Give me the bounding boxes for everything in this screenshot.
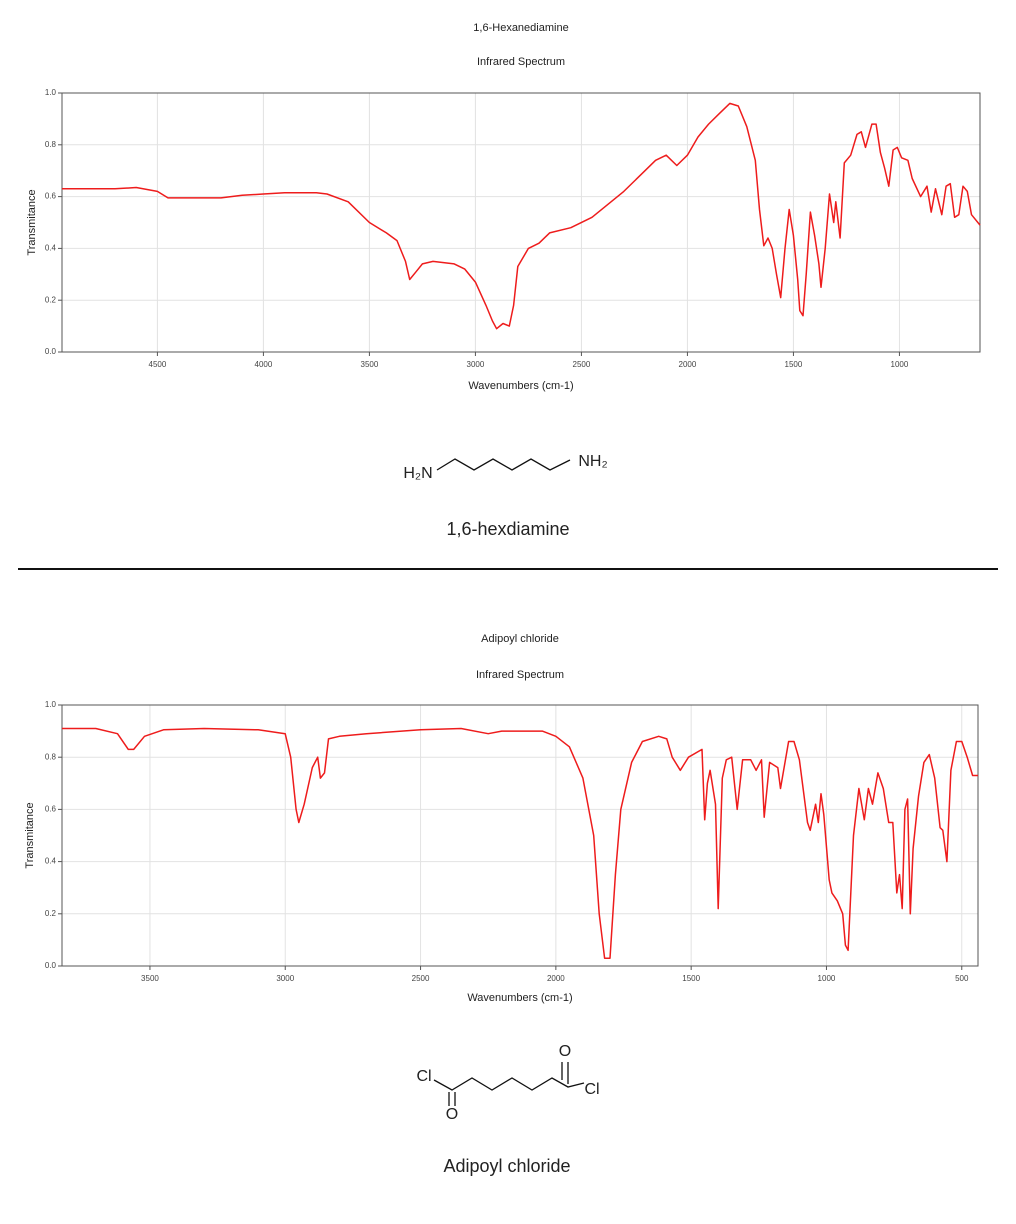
- adipoyl-skeleton: [433, 1077, 585, 1091]
- x-tick-label: 2000: [679, 360, 697, 369]
- x-tick-label: 4000: [255, 360, 273, 369]
- spectrum-line: [62, 102, 981, 330]
- x-tick-label: 2500: [412, 974, 430, 983]
- y-tick-label: 0.6: [45, 192, 57, 201]
- y-tick-label: 0.6: [45, 805, 57, 814]
- atom-label: O: [559, 1043, 571, 1060]
- y-tick-label: 0.8: [45, 752, 57, 761]
- x-axis-label: Wavenumbers (cm-1): [468, 380, 573, 392]
- atom-label: H₂N: [403, 465, 432, 482]
- x-tick-label: 1000: [818, 974, 836, 983]
- atom-label: Cl: [584, 1081, 599, 1098]
- y-tick-label: 0.8: [45, 140, 57, 149]
- compound-name: Adipoyl chloride: [443, 1156, 570, 1176]
- x-tick-label: 1000: [891, 360, 909, 369]
- x-tick-label: 3500: [141, 974, 159, 983]
- compound-name: 1,6-hexdiamine: [446, 519, 569, 539]
- y-axis-label: Transmitance: [24, 802, 36, 868]
- x-tick-label: 2500: [573, 360, 591, 369]
- x-tick-label: 4500: [149, 360, 167, 369]
- plot-frame: [61, 92, 981, 353]
- y-tick-label: 0.4: [45, 857, 57, 866]
- hexdiamine-skeleton: [436, 458, 571, 471]
- y-axis-label: Transmitance: [26, 189, 38, 255]
- atom-label: Cl: [416, 1068, 431, 1085]
- x-tick-label: 1500: [682, 974, 700, 983]
- chart-title: Adipoyl chloride: [481, 633, 559, 645]
- chart-subtitle: Infrared Spectrum: [477, 56, 565, 68]
- spectrum-line: [62, 727, 978, 959]
- x-tick-label: 2000: [547, 974, 565, 983]
- x-tick-label: 3000: [276, 974, 294, 983]
- atom-label: O: [446, 1106, 458, 1123]
- y-tick-label: 1.0: [45, 88, 57, 97]
- y-tick-label: 0.2: [45, 909, 57, 918]
- x-tick-label: 500: [955, 974, 969, 983]
- plot-frame: [61, 704, 979, 967]
- atom-label: NH₂: [578, 453, 607, 470]
- y-tick-label: 1.0: [45, 700, 57, 709]
- chart-subtitle: Infrared Spectrum: [476, 669, 564, 681]
- x-tick-label: 3000: [467, 360, 485, 369]
- y-tick-label: 0.2: [45, 295, 57, 304]
- chart-title: 1,6-Hexanediamine: [473, 22, 568, 34]
- y-tick-label: 0.0: [45, 347, 57, 356]
- y-tick-label: 0.4: [45, 244, 57, 253]
- x-tick-label: 3500: [361, 360, 379, 369]
- x-tick-label: 1500: [785, 360, 803, 369]
- x-axis-label: Wavenumbers (cm-1): [467, 992, 572, 1004]
- y-tick-label: 0.0: [45, 961, 57, 970]
